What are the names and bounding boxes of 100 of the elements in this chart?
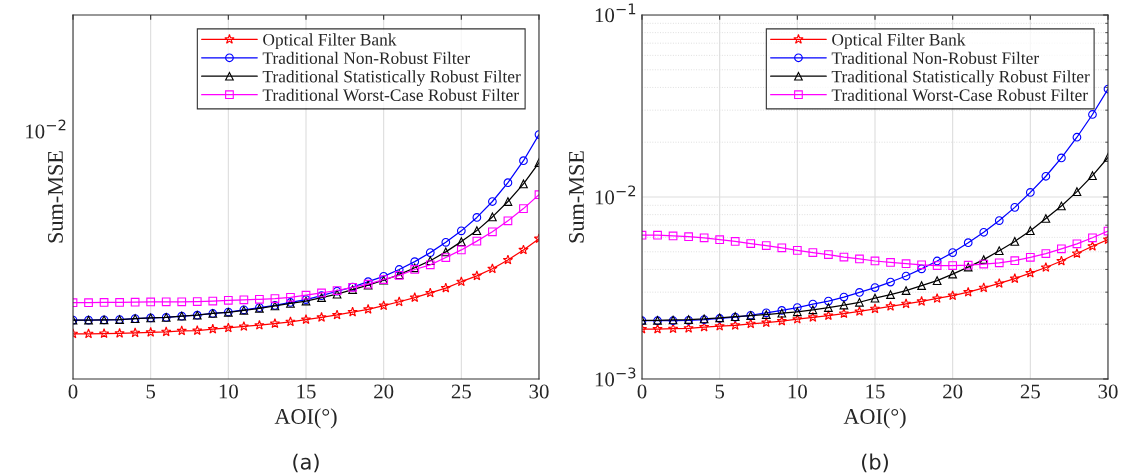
x-axis-title: AOI(°) bbox=[274, 408, 337, 429]
point bbox=[1056, 255, 1067, 266]
point bbox=[1010, 237, 1020, 246]
point bbox=[1072, 239, 1082, 249]
point bbox=[963, 238, 973, 248]
x-tick-label: 30 bbox=[1098, 384, 1118, 399]
point bbox=[425, 260, 435, 270]
point bbox=[730, 237, 740, 246]
point bbox=[746, 239, 756, 248]
point bbox=[1057, 244, 1066, 254]
point bbox=[792, 307, 802, 317]
point bbox=[1041, 214, 1051, 223]
point bbox=[471, 270, 483, 281]
point bbox=[807, 311, 819, 322]
point bbox=[1009, 273, 1020, 284]
point bbox=[684, 232, 693, 242]
point bbox=[362, 303, 374, 314]
point bbox=[1071, 248, 1083, 259]
point bbox=[994, 258, 1004, 268]
x-tick-label: 25 bbox=[451, 384, 471, 399]
point bbox=[378, 300, 389, 311]
point bbox=[1025, 226, 1035, 236]
point bbox=[653, 230, 662, 240]
point bbox=[1088, 110, 1097, 119]
x-tick-label: 0 bbox=[637, 384, 647, 399]
point bbox=[917, 264, 926, 274]
legend-label: Traditional Worst-Case Robust Filter bbox=[262, 88, 519, 102]
point bbox=[519, 179, 528, 189]
point bbox=[886, 277, 895, 287]
point bbox=[761, 241, 771, 250]
point bbox=[870, 283, 880, 292]
point bbox=[519, 204, 528, 213]
point bbox=[99, 298, 109, 307]
point bbox=[870, 293, 880, 303]
legend-label: Traditional Statistically Robust Filter bbox=[831, 70, 1090, 87]
point bbox=[301, 290, 311, 300]
point bbox=[176, 325, 187, 336]
point bbox=[994, 246, 1004, 256]
point bbox=[441, 253, 451, 262]
point bbox=[409, 292, 420, 303]
point bbox=[115, 298, 124, 307]
point bbox=[839, 252, 849, 262]
point bbox=[519, 156, 528, 166]
legend-label: Traditional Statistically Robust Filter bbox=[262, 70, 521, 87]
point bbox=[886, 258, 895, 267]
point bbox=[947, 290, 958, 301]
point bbox=[487, 263, 498, 274]
point bbox=[503, 216, 513, 226]
point bbox=[948, 269, 958, 279]
point bbox=[440, 282, 451, 293]
point bbox=[238, 321, 250, 331]
x-axis-title: AOI(°) bbox=[843, 408, 906, 429]
point bbox=[823, 310, 834, 321]
point bbox=[472, 213, 482, 222]
point bbox=[963, 286, 974, 297]
point bbox=[994, 278, 1005, 288]
point bbox=[855, 254, 864, 264]
point bbox=[824, 303, 833, 312]
point bbox=[838, 308, 850, 318]
x-tick-label: 20 bbox=[374, 384, 394, 399]
point bbox=[208, 296, 218, 306]
point bbox=[808, 248, 818, 257]
point bbox=[394, 265, 404, 274]
point bbox=[255, 294, 264, 304]
point bbox=[917, 260, 926, 270]
point bbox=[761, 317, 772, 328]
point bbox=[855, 297, 864, 307]
point bbox=[901, 259, 911, 269]
point bbox=[916, 295, 927, 306]
point bbox=[854, 306, 865, 316]
point bbox=[177, 297, 187, 307]
y-axis-title: Sum-MSE bbox=[48, 151, 63, 243]
point bbox=[269, 318, 281, 328]
x-tick-label: 5 bbox=[146, 384, 156, 399]
x-tick-label: 20 bbox=[943, 384, 963, 399]
x-tick-label: 15 bbox=[866, 384, 885, 399]
text: (a) bbox=[293, 453, 319, 473]
legend-label: Traditional Worst-Case Robust Filter bbox=[831, 88, 1088, 102]
point bbox=[518, 244, 529, 255]
point bbox=[715, 235, 725, 245]
point bbox=[254, 319, 265, 330]
point bbox=[223, 295, 233, 305]
point bbox=[145, 326, 156, 337]
point bbox=[979, 259, 989, 269]
point bbox=[855, 288, 864, 297]
point bbox=[456, 276, 467, 287]
point bbox=[900, 298, 912, 309]
point bbox=[932, 256, 942, 266]
point bbox=[1025, 252, 1035, 262]
point bbox=[808, 305, 818, 315]
point bbox=[901, 271, 911, 281]
point bbox=[994, 216, 1004, 225]
point bbox=[932, 261, 942, 270]
x-tick-label: 10 bbox=[788, 384, 807, 399]
point bbox=[456, 226, 466, 236]
point bbox=[331, 309, 343, 320]
point bbox=[978, 282, 989, 293]
point bbox=[1088, 233, 1097, 243]
point bbox=[1010, 256, 1020, 266]
point bbox=[502, 254, 514, 265]
